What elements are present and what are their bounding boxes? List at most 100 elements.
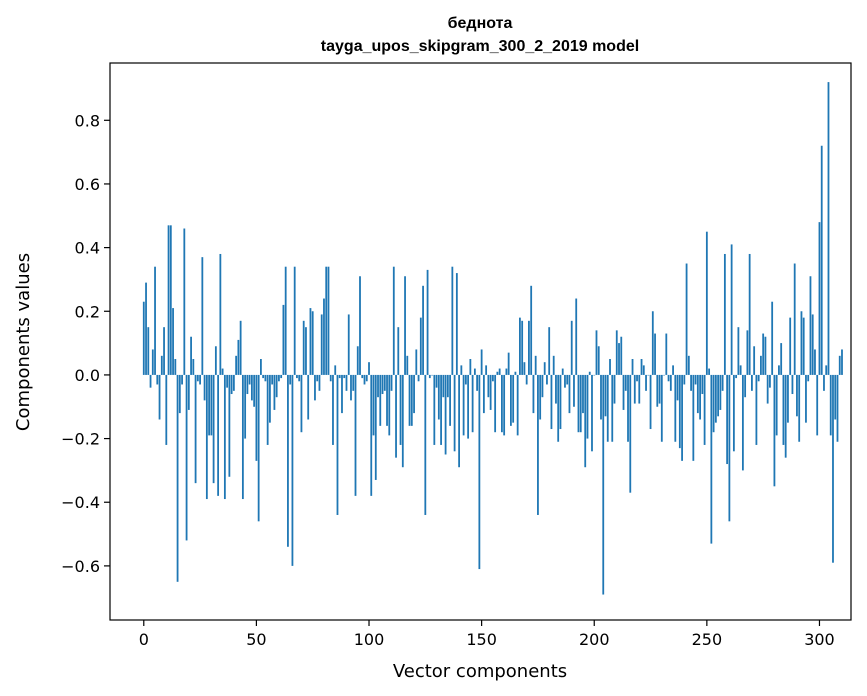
bar xyxy=(561,368,564,375)
bar xyxy=(728,374,731,522)
bar xyxy=(687,355,690,375)
bar xyxy=(611,374,614,442)
bar xyxy=(314,374,316,401)
bar xyxy=(593,374,596,376)
bar xyxy=(300,374,303,433)
bar xyxy=(316,374,319,382)
bar xyxy=(244,374,247,439)
bar xyxy=(631,359,634,375)
bar xyxy=(302,320,305,375)
bar xyxy=(158,374,161,420)
bar xyxy=(332,374,334,445)
y-tick-label: 0.6 xyxy=(75,175,100,194)
bar xyxy=(512,374,515,423)
bar xyxy=(703,374,706,445)
bar xyxy=(539,374,542,420)
bar xyxy=(203,374,206,401)
bar xyxy=(683,374,686,385)
bar xyxy=(388,374,391,436)
bar xyxy=(401,374,404,468)
bar xyxy=(241,374,244,500)
bar xyxy=(782,374,785,445)
bar xyxy=(586,374,589,439)
bar xyxy=(280,374,283,379)
bar xyxy=(622,374,625,410)
bar xyxy=(660,374,663,442)
bar xyxy=(437,374,440,420)
bar xyxy=(408,374,411,426)
bar xyxy=(649,374,652,430)
bar xyxy=(708,368,711,375)
bar xyxy=(257,374,260,522)
bar xyxy=(390,374,393,391)
bar xyxy=(199,374,201,385)
bar xyxy=(187,374,190,410)
bar xyxy=(532,374,535,414)
bar xyxy=(530,285,533,375)
bar xyxy=(796,374,798,417)
bar xyxy=(154,266,156,375)
bar xyxy=(525,374,528,385)
bar xyxy=(338,374,341,379)
bar xyxy=(780,343,783,375)
bar xyxy=(651,311,654,375)
x-tick-label: 300 xyxy=(804,630,835,649)
bar xyxy=(255,374,258,461)
x-tick-label: 100 xyxy=(354,630,385,649)
bar xyxy=(811,314,814,375)
bar xyxy=(368,362,370,375)
bar xyxy=(823,374,825,391)
bar xyxy=(805,374,807,423)
bar xyxy=(550,374,553,430)
bar xyxy=(223,374,226,500)
bar xyxy=(721,374,724,391)
bar xyxy=(498,368,501,375)
bar xyxy=(350,374,352,401)
bar xyxy=(309,308,312,375)
bar xyxy=(838,355,841,375)
bar xyxy=(440,374,442,445)
bar xyxy=(694,374,697,385)
bar xyxy=(194,374,197,484)
bar xyxy=(814,349,816,375)
bar xyxy=(597,346,600,375)
bar xyxy=(462,374,465,436)
bar xyxy=(453,374,456,452)
y-axis-label: Components values xyxy=(13,253,34,431)
bar xyxy=(712,374,715,433)
chart-subtitle: tayga_upos_skipgram_300_2_2019 model xyxy=(321,38,639,55)
bar xyxy=(239,320,242,375)
bar xyxy=(510,374,512,426)
bar xyxy=(602,374,605,595)
bar xyxy=(521,320,524,375)
bar xyxy=(230,374,233,395)
bar xyxy=(341,374,343,414)
bar xyxy=(455,273,458,375)
bar xyxy=(172,308,174,375)
bar xyxy=(633,374,636,404)
bar xyxy=(487,374,490,398)
bar xyxy=(667,374,670,382)
bar xyxy=(534,355,537,375)
bar xyxy=(345,374,348,391)
bar xyxy=(221,368,224,375)
bar xyxy=(323,298,325,375)
bar xyxy=(444,374,447,455)
bar xyxy=(410,374,413,426)
bar xyxy=(424,374,427,515)
bar xyxy=(426,269,429,375)
bar xyxy=(232,374,235,391)
bar xyxy=(404,276,406,375)
bar xyxy=(419,317,422,375)
bar xyxy=(834,374,837,420)
bar xyxy=(528,320,530,375)
bar xyxy=(480,349,483,375)
bar xyxy=(787,374,789,423)
bar xyxy=(739,365,742,375)
bar xyxy=(674,374,677,442)
bar xyxy=(604,374,607,417)
bar xyxy=(269,374,271,423)
bar xyxy=(464,374,467,385)
y-tick-label: −0.2 xyxy=(61,430,100,449)
bar xyxy=(147,327,150,375)
